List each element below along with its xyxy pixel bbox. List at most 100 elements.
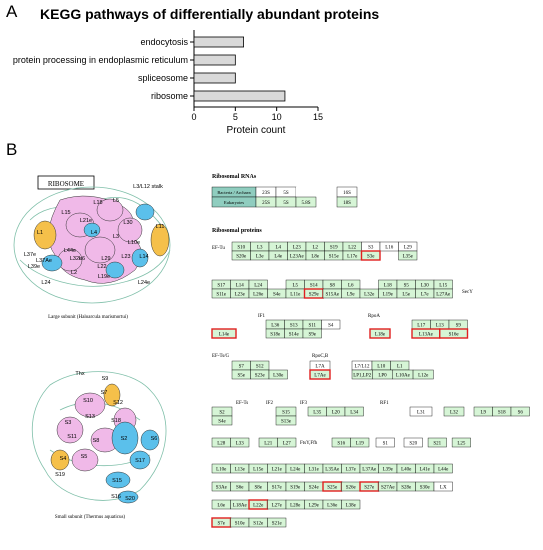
protein-label: S14e (289, 333, 300, 338)
protein-label: S18 (498, 411, 506, 416)
x-tick-label: 0 (191, 112, 196, 122)
protein-label: L20 (332, 411, 341, 416)
protein-label: L31e (309, 468, 320, 473)
large-subunit-protein-label: L32e (70, 256, 82, 262)
protein-label: L29 (404, 246, 413, 251)
protein-label: L10e (216, 468, 227, 473)
protein-label: L29e (309, 504, 320, 509)
protein-label: LX (440, 486, 447, 491)
protein-cell (409, 406, 433, 417)
bar (193, 90, 286, 102)
protein-label: L1 (397, 365, 403, 370)
protein-grid: EF-Tu S10 L3 L4 L23 L2 S19 L22 S3 L16 L29 S20e L3e L4… (211, 241, 530, 528)
protein-label: L35e (403, 255, 414, 260)
large-subunit-caption: Large subunit (Haloarcula marismortui) (48, 315, 128, 320)
protein-label: S16 (337, 442, 345, 447)
small-subunit-protein-label: S16 (111, 494, 121, 500)
large-subunit-protein-label: L44e (64, 248, 76, 254)
protein-label: L44e (438, 468, 449, 473)
protein-label: S23e (255, 374, 266, 379)
protein-label: L7e (421, 293, 430, 298)
large-subunit-protein-label: L18 (93, 200, 102, 206)
factor-label: EF-Ts/G (212, 354, 230, 359)
protein-label: S13e (281, 420, 292, 425)
protein-label: L27e (272, 504, 283, 509)
protein-label: S9e (309, 333, 317, 338)
protein-label: S10e (235, 522, 246, 527)
protein-label: L36 (271, 324, 280, 329)
large-subunit-protein-label: L1 (37, 230, 43, 236)
protein-label: S19 (330, 246, 338, 251)
large-subunit-protein-label: L3 (113, 234, 119, 240)
protein-label: L13 (436, 324, 445, 329)
x-tick-label: 5 (233, 112, 238, 122)
protein-label: L6e (217, 504, 226, 509)
protein-label: L2 (312, 246, 318, 251)
protein-cell (369, 328, 391, 339)
small-subunit-protein-label: Thx (75, 371, 84, 377)
protein-label: L4e (274, 255, 283, 260)
protein-label: L4 (275, 246, 281, 251)
protein-label: L30e (273, 374, 284, 379)
factor-label: EF-Ts (236, 401, 248, 406)
protein-label: S13 (290, 324, 298, 329)
protein-label: S20e (236, 255, 247, 260)
protein-label: L25 (457, 442, 466, 447)
protein-label: L3 (257, 246, 263, 251)
protein-label: LP0 (378, 374, 387, 379)
protein-label: S1 (383, 442, 389, 447)
small-subunit-protein-label: S17 (135, 458, 145, 464)
protein-label: S2 (219, 411, 225, 416)
large-subunit-protein-label: L39e (28, 264, 40, 270)
protein-label: L27Ae (436, 293, 451, 298)
protein-label: S26e (346, 486, 357, 491)
factor-label: RpoC,B (312, 354, 329, 359)
protein-label: S17e (272, 486, 283, 491)
protein-label: L9 (480, 411, 486, 416)
rrna-title: Ribosomal RNAs (212, 174, 257, 180)
protein-cell (398, 250, 418, 261)
protein-cell (380, 251, 399, 260)
small-subunit-protein-label: S5 (81, 454, 88, 460)
protein-label: L13Ae (419, 333, 434, 338)
protein-label: L32 (450, 411, 459, 416)
protein-label: S14 (310, 284, 318, 289)
bar (193, 36, 244, 48)
protein-label: L23e (235, 293, 246, 298)
protein-label: L41e (420, 468, 431, 473)
protein-cell (268, 280, 287, 289)
small-subunit-protein-label: S20 (125, 496, 135, 502)
small-subunit-protein-label: S15 (112, 478, 122, 484)
protein-label: L28e (290, 504, 301, 509)
protein-label: L40e (401, 468, 412, 473)
protein-label: S6e (236, 486, 244, 491)
rrna-cell-label: 23S (262, 191, 270, 196)
protein-label: L7/L12 (355, 365, 370, 370)
protein-label: L3e (256, 255, 265, 260)
rrna-cell-label: 5S (283, 201, 289, 206)
bar (193, 54, 236, 66)
protein-label: S4e (218, 420, 226, 425)
protein-label: L31 (417, 411, 426, 416)
protein-cell (309, 369, 331, 380)
protein-label: L28 (217, 442, 226, 447)
factor-label: IF3 (300, 401, 307, 406)
protein-label: L38e (346, 504, 357, 509)
protein-label: S27Ae (381, 486, 395, 491)
large-subunit-protein-label: L29 (101, 256, 110, 262)
small-subunit-protein-label: S4 (60, 456, 67, 462)
protein-label: S3Ae (216, 486, 228, 491)
protein-label: L16 (385, 246, 394, 251)
protein-label: S8 (330, 284, 336, 289)
protein-label: L6 (348, 284, 354, 289)
protein-cell (375, 437, 395, 448)
protein-label: L36e (327, 504, 338, 509)
protein-label: S17 (217, 284, 225, 289)
protein-cell (443, 406, 465, 417)
protein-label: L24e (290, 468, 301, 473)
protein-cell (451, 437, 471, 448)
protein-label: L17e (347, 255, 358, 260)
category-label: ribosome (151, 91, 188, 101)
rrna-cell (295, 196, 317, 208)
protein-label: L39e (383, 468, 394, 473)
